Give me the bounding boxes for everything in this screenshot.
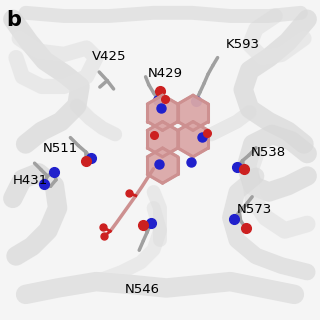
Polygon shape xyxy=(147,148,178,183)
Text: V425: V425 xyxy=(92,50,126,62)
Polygon shape xyxy=(147,122,178,157)
Text: N573: N573 xyxy=(237,203,272,216)
Text: N546: N546 xyxy=(125,283,160,296)
Text: H431: H431 xyxy=(13,174,48,187)
Text: N538: N538 xyxy=(251,146,286,158)
Polygon shape xyxy=(147,95,178,131)
Text: N429: N429 xyxy=(147,67,182,80)
Text: b: b xyxy=(6,10,21,30)
Text: N511: N511 xyxy=(43,142,78,155)
Polygon shape xyxy=(178,95,208,131)
Polygon shape xyxy=(178,122,208,157)
Text: K593: K593 xyxy=(226,38,260,51)
